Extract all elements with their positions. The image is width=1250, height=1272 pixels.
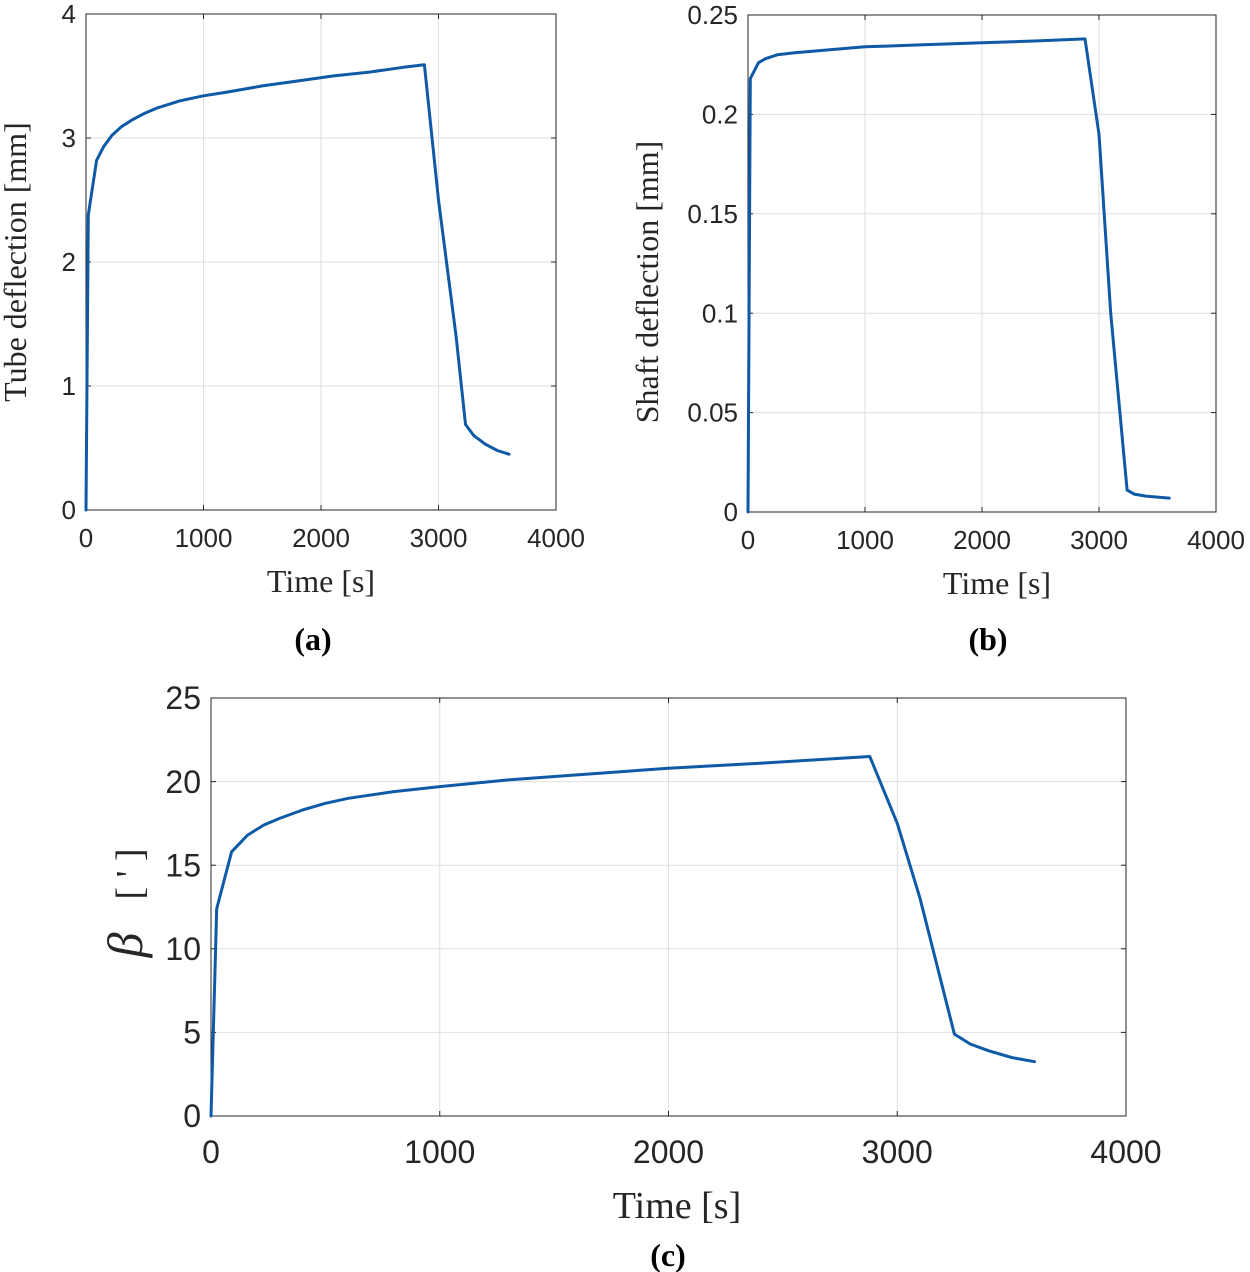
panel-c-series-line <box>209 755 1036 1118</box>
panel-b-label: (b) <box>968 621 1007 657</box>
panel-b-grid <box>747 14 1217 513</box>
panel-b-ylabel: Shaft deflection [mm] <box>629 141 665 424</box>
y-tick-label: 4 <box>62 0 76 29</box>
x-tick-label: 1000 <box>404 1134 475 1170</box>
x-tick-label: 2000 <box>953 525 1011 555</box>
panel-b-ticks: 0 1000 2000 3000 4000 0 0.05 0.1 0.15 0.2 0.25 <box>687 0 1245 555</box>
panel-a-label: (a) <box>294 621 331 657</box>
x-tick-label: 3000 <box>1070 525 1128 555</box>
panel-a: 0 1000 2000 3000 4000 0 1 2 3 4 Time [s] Tube def… <box>0 0 585 657</box>
panel-c: 0 1000 2000 3000 4000 0 5 10 15 20 25 Time [s] β [… <box>97 680 1162 1272</box>
y-tick-label: 0.25 <box>687 0 738 30</box>
y-tick-label: 20 <box>165 764 201 800</box>
x-tick-label: 1000 <box>836 525 894 555</box>
x-tick-label: 0 <box>202 1134 220 1170</box>
x-tick-label: 0 <box>741 525 755 555</box>
x-tick-label: 3000 <box>410 523 468 553</box>
y-tick-label: 0.05 <box>687 398 738 428</box>
panel-c-ylabel-unit: [ ' ] <box>109 848 151 899</box>
panel-c-xlabel: Time [s] <box>613 1185 741 1227</box>
y-tick-label: 1 <box>62 371 76 401</box>
panel-a-grid <box>85 13 557 511</box>
x-tick-label: 1000 <box>175 523 233 553</box>
y-tick-label: 0.15 <box>687 199 738 229</box>
panel-b-series-line <box>746 37 1171 514</box>
y-tick-label: 0.1 <box>702 298 738 328</box>
y-tick-label: 0 <box>62 495 76 525</box>
x-tick-label: 4000 <box>1187 525 1245 555</box>
x-tick-label: 4000 <box>1090 1134 1161 1170</box>
y-tick-label: 2 <box>62 247 76 277</box>
panel-c-grid <box>210 697 1127 1117</box>
panel-a-ylabel: Tube deflection [mm] <box>0 122 33 402</box>
y-tick-label: 3 <box>62 123 76 153</box>
panel-a-xlabel: Time [s] <box>267 563 375 599</box>
y-tick-label: 0 <box>724 497 738 527</box>
panel-a-series-line <box>84 63 511 512</box>
y-tick-label: 5 <box>183 1015 201 1051</box>
y-tick-label: 15 <box>165 847 201 883</box>
y-tick-label: 10 <box>165 931 201 967</box>
x-tick-label: 2000 <box>292 523 350 553</box>
x-tick-label: 4000 <box>527 523 585 553</box>
y-tick-label: 0.2 <box>702 100 738 130</box>
panel-c-label: (c) <box>650 1237 686 1272</box>
y-tick-label: 25 <box>165 680 201 716</box>
x-tick-label: 2000 <box>633 1134 704 1170</box>
panel-b-xlabel: Time [s] <box>943 565 1051 601</box>
y-tick-label: 0 <box>183 1098 201 1134</box>
panel-c-ticks: 0 1000 2000 3000 4000 0 5 10 15 20 25 <box>165 680 1161 1170</box>
panel-a-ticks: 0 1000 2000 3000 4000 0 1 2 3 4 <box>62 0 585 553</box>
x-tick-label: 3000 <box>862 1134 933 1170</box>
panel-c-ylabel-symbol: β <box>97 932 153 958</box>
x-tick-label: 0 <box>79 523 93 553</box>
panel-b: 0 1000 2000 3000 4000 0 0.05 0.1 0.15 0.2 0.25 Tim… <box>629 0 1245 657</box>
